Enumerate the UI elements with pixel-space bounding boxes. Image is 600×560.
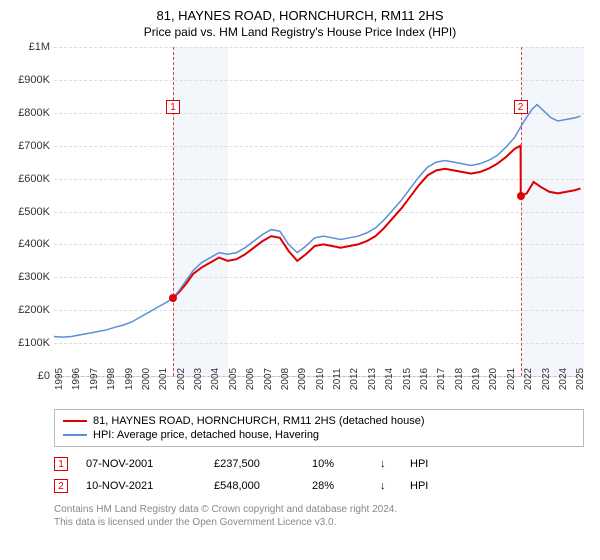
x-tick-label: 2015	[402, 368, 413, 390]
x-tick-label: 2023	[541, 368, 552, 390]
event-rel: HPI	[410, 458, 428, 470]
series-hpi	[54, 105, 581, 338]
x-tick-label: 2018	[454, 368, 465, 390]
x-tick-label: 2004	[210, 368, 221, 390]
arrow-down-icon: ↓	[380, 480, 392, 492]
event-row: 1 07-NOV-2001 £237,500 10% ↓ HPI	[54, 453, 584, 475]
event-price: £237,500	[214, 458, 294, 470]
series-svg	[54, 47, 584, 376]
legend: 81, HAYNES ROAD, HORNCHURCH, RM11 2HS (d…	[54, 409, 584, 447]
x-tick-label: 2012	[349, 368, 360, 390]
x-axis-labels: 1995199619971998199920002001200220032004…	[54, 377, 584, 407]
x-tick-label: 2024	[558, 368, 569, 390]
chart-area: £0£100K£200K£300K£400K£500K£600K£700K£80…	[54, 47, 584, 407]
legend-swatch	[63, 420, 87, 422]
x-tick-label: 1996	[71, 368, 82, 390]
y-tick-label: £400K	[18, 238, 50, 250]
event-badge: 2	[54, 479, 68, 493]
x-tick-label: 2021	[506, 368, 517, 390]
event-date: 07-NOV-2001	[86, 458, 196, 470]
x-tick-label: 2008	[280, 368, 291, 390]
x-tick-label: 2005	[228, 368, 239, 390]
x-tick-label: 2011	[332, 368, 343, 390]
event-marker: 2	[514, 100, 528, 114]
x-tick-label: 1997	[89, 368, 100, 390]
y-tick-label: £600K	[18, 173, 50, 185]
x-tick-label: 2002	[176, 368, 187, 390]
event-price: £548,000	[214, 480, 294, 492]
x-tick-label: 2017	[436, 368, 447, 390]
footer-line-1: Contains HM Land Registry data © Crown c…	[54, 503, 584, 516]
x-tick-label: 2020	[488, 368, 499, 390]
event-dot	[517, 192, 525, 200]
x-tick-label: 2006	[245, 368, 256, 390]
events-table: 1 07-NOV-2001 £237,500 10% ↓ HPI 2 10-NOV-2021 £…	[54, 453, 584, 497]
y-tick-label: £200K	[18, 304, 50, 316]
x-tick-label: 2000	[141, 368, 152, 390]
x-tick-label: 2010	[315, 368, 326, 390]
footer-line-2: This data is licensed under the Open Gov…	[54, 516, 584, 529]
series-price_paid	[173, 146, 580, 298]
x-tick-label: 2019	[471, 368, 482, 390]
event-pct: 10%	[312, 458, 362, 470]
legend-swatch	[63, 434, 87, 436]
y-tick-label: £800K	[18, 107, 50, 119]
x-tick-label: 2014	[384, 368, 395, 390]
legend-label: 81, HAYNES ROAD, HORNCHURCH, RM11 2HS (d…	[93, 415, 425, 427]
x-tick-label: 2009	[297, 368, 308, 390]
event-line	[521, 47, 522, 376]
y-tick-label: £900K	[18, 74, 50, 86]
event-row: 2 10-NOV-2021 £548,000 28% ↓ HPI	[54, 475, 584, 497]
y-tick-label: £300K	[18, 271, 50, 283]
legend-row: 81, HAYNES ROAD, HORNCHURCH, RM11 2HS (d…	[63, 414, 575, 428]
event-rel: HPI	[410, 480, 428, 492]
footer-attribution: Contains HM Land Registry data © Crown c…	[54, 503, 584, 529]
event-badge: 1	[54, 457, 68, 471]
plot-region: £0£100K£200K£300K£400K£500K£600K£700K£80…	[54, 47, 584, 377]
legend-label: HPI: Average price, detached house, Have…	[93, 429, 319, 441]
y-tick-label: £700K	[18, 140, 50, 152]
x-tick-label: 2001	[158, 368, 169, 390]
event-pct: 28%	[312, 480, 362, 492]
x-tick-label: 2025	[575, 368, 586, 390]
x-tick-label: 2007	[263, 368, 274, 390]
y-tick-label: £1M	[29, 41, 50, 53]
x-tick-label: 1995	[54, 368, 65, 390]
arrow-down-icon: ↓	[380, 458, 392, 470]
x-tick-label: 1999	[124, 368, 135, 390]
event-line	[173, 47, 174, 376]
event-dot	[169, 294, 177, 302]
y-tick-label: £0	[38, 370, 50, 382]
x-tick-label: 2003	[193, 368, 204, 390]
y-tick-label: £500K	[18, 206, 50, 218]
chart-subtitle: Price paid vs. HM Land Registry's House …	[12, 25, 588, 39]
x-tick-label: 2013	[367, 368, 378, 390]
y-tick-label: £100K	[18, 337, 50, 349]
legend-row: HPI: Average price, detached house, Have…	[63, 428, 575, 442]
x-tick-label: 2016	[419, 368, 430, 390]
event-marker: 1	[166, 100, 180, 114]
chart-title: 81, HAYNES ROAD, HORNCHURCH, RM11 2HS	[12, 8, 588, 23]
x-tick-label: 2022	[523, 368, 534, 390]
event-date: 10-NOV-2021	[86, 480, 196, 492]
x-tick-label: 1998	[106, 368, 117, 390]
